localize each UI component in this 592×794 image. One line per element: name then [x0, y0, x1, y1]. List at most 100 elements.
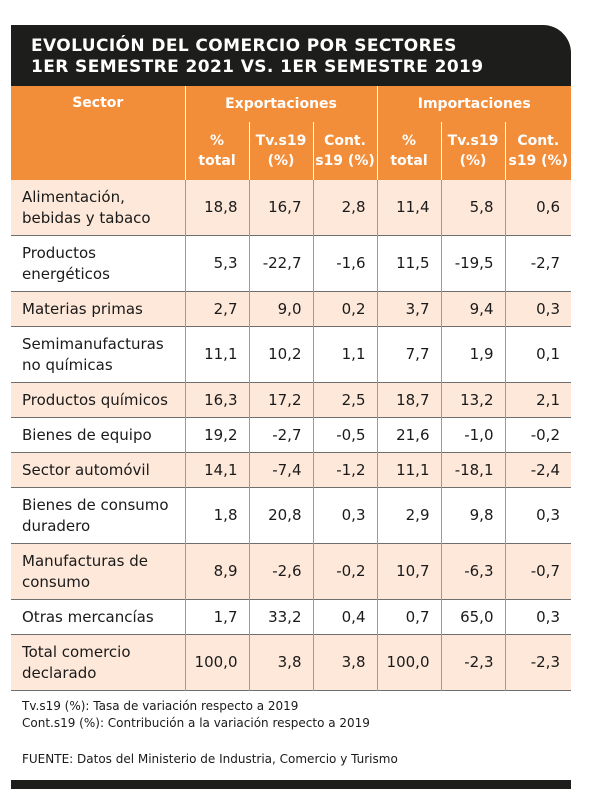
imp-total-cell: 18,7: [376, 382, 441, 418]
imp-tv-cell: -19,5: [440, 235, 505, 292]
exp-cont-cell: -1,2: [312, 452, 377, 488]
imp-cont-cell: 0,3: [504, 487, 571, 544]
imp-tv-cell: 9,8: [440, 487, 505, 544]
imp-cont-cell: -2,4: [504, 452, 571, 488]
exp-cont-cell: -0,2: [312, 543, 377, 600]
sector-cell: Alimentación, bebidas y tabaco: [22, 187, 151, 227]
exp-tv-cell: -7,4: [248, 452, 313, 488]
imp-tv-cell: 13,2: [440, 382, 505, 418]
header-exportaciones: Exportaciones: [184, 86, 377, 122]
sector-cell: Manufacturas de consumo: [22, 551, 148, 591]
header-importaciones: Importaciones: [376, 86, 571, 122]
table-header: Sector Exportaciones Importaciones % tota…: [11, 86, 571, 180]
title-line-1: EVOLUCIÓN DEL COMERCIO POR SECTORES: [31, 36, 457, 56]
exp-cont-cell: 0,2: [312, 291, 377, 327]
exp-total-cell: 5,3: [184, 235, 249, 292]
imp-cont-cell: 2,1: [504, 382, 571, 418]
table-notes: Tv.s19 (%): Tasa de variación respecto a…: [11, 698, 571, 732]
exp-total-cell: 19,2: [184, 417, 249, 453]
exp-tv-cell: 3,8: [248, 634, 313, 691]
table-row: Productos energéticos 5,3 -22,7 -1,6 11,5…: [11, 235, 571, 292]
sector-cell: Otras mercancías: [22, 607, 154, 626]
header-imp-tv: Tv.s19 (%): [440, 122, 505, 180]
table-row: Alimentación, bebidas y tabaco 18,8 16,7 …: [11, 180, 571, 236]
sector-cell: Bienes de consumo duradero: [22, 495, 169, 535]
sector-cell: Bienes de equipo: [22, 425, 152, 444]
exp-total-cell: 100,0: [184, 634, 249, 691]
imp-cont-cell: -0,7: [504, 543, 571, 600]
table-row: Materias primas 2,7 9,0 0,2 3,7 9,4 0,3: [11, 291, 571, 327]
table-row: Manufacturas de consumo 8,9 -2,6 -0,2 10,…: [11, 543, 571, 600]
exp-total-cell: 14,1: [184, 452, 249, 488]
exp-tv-cell: -2,6: [248, 543, 313, 600]
table-row: Bienes de consumo duradero 1,8 20,8 0,3 2…: [11, 487, 571, 544]
exp-tv-cell: 10,2: [248, 326, 313, 383]
exp-tv-cell: 9,0: [248, 291, 313, 327]
source-note: FUENTE: Datos del Ministerio de Industri…: [22, 752, 398, 766]
imp-total-cell: 11,1: [376, 452, 441, 488]
bottom-rule: [11, 780, 571, 789]
exp-cont-cell: 2,8: [312, 180, 377, 236]
exp-cont-cell: -1,6: [312, 235, 377, 292]
exp-total-cell: 1,8: [184, 487, 249, 544]
table-body: Alimentación, bebidas y tabaco 18,8 16,7 …: [11, 180, 571, 691]
table-row: Bienes de equipo 19,2 -2,7 -0,5 21,6 -1,…: [11, 417, 571, 453]
sector-cell: Sector automóvil: [22, 460, 150, 479]
exp-total-cell: 18,8: [184, 180, 249, 236]
exp-tv-cell: 17,2: [248, 382, 313, 418]
exp-cont-cell: 2,5: [312, 382, 377, 418]
sector-cell: Productos químicos: [22, 390, 168, 409]
trade-table: Sector Exportaciones Importaciones % tota…: [11, 86, 571, 691]
sector-cell: Semimanufacturas no químicas: [22, 334, 164, 374]
imp-tv-cell: 1,9: [440, 326, 505, 383]
exp-total-cell: 1,7: [184, 599, 249, 635]
exp-tv-cell: 20,8: [248, 487, 313, 544]
header-imp-pct-total: % total: [376, 122, 441, 180]
imp-cont-cell: 0,6: [504, 180, 571, 236]
imp-tv-cell: -2,3: [440, 634, 505, 691]
header-exp-cont: Cont. s19 (%): [312, 122, 377, 180]
imp-tv-cell: 5,8: [440, 180, 505, 236]
imp-total-cell: 7,7: [376, 326, 441, 383]
exp-tv-cell: 33,2: [248, 599, 313, 635]
table-row: Productos químicos 16,3 17,2 2,5 18,7 13…: [11, 382, 571, 418]
table-row-total: Total comercio declarado 100,0 3,8 3,8 10…: [11, 634, 571, 691]
imp-tv-cell: -6,3: [440, 543, 505, 600]
exp-tv-cell: 16,7: [248, 180, 313, 236]
sector-cell: Productos energéticos: [22, 243, 110, 283]
imp-total-cell: 0,7: [376, 599, 441, 635]
table-row: Sector automóvil 14,1 -7,4 -1,2 11,1 -18…: [11, 452, 571, 488]
sector-cell: Materias primas: [22, 299, 143, 318]
exp-cont-cell: 1,1: [312, 326, 377, 383]
exp-total-cell: 16,3: [184, 382, 249, 418]
imp-cont-cell: 0,3: [504, 599, 571, 635]
note-cont: Cont.s19 (%): Contribución a la variació…: [22, 716, 370, 730]
imp-total-cell: 11,4: [376, 180, 441, 236]
imp-total-cell: 11,5: [376, 235, 441, 292]
imp-tv-cell: 9,4: [440, 291, 505, 327]
imp-total-cell: 10,7: [376, 543, 441, 600]
exp-cont-cell: 3,8: [312, 634, 377, 691]
title-banner: EVOLUCIÓN DEL COMERCIO POR SECTORES 1ER …: [11, 25, 571, 86]
trade-table-figure: EVOLUCIÓN DEL COMERCIO POR SECTORES 1ER …: [11, 25, 571, 768]
header-exp-tv: Tv.s19 (%): [248, 122, 313, 180]
note-tv: Tv.s19 (%): Tasa de variación respecto a…: [22, 699, 299, 713]
exp-tv-cell: -22,7: [248, 235, 313, 292]
imp-total-cell: 21,6: [376, 417, 441, 453]
exp-total-cell: 8,9: [184, 543, 249, 600]
imp-total-cell: 3,7: [376, 291, 441, 327]
table-row: Semimanufacturas no químicas 11,1 10,2 1,…: [11, 326, 571, 383]
title-line-2: 1ER SEMESTRE 2021 VS. 1ER SEMESTRE 2019: [31, 57, 484, 77]
imp-total-cell: 2,9: [376, 487, 441, 544]
imp-tv-cell: -1,0: [440, 417, 505, 453]
exp-tv-cell: -2,7: [248, 417, 313, 453]
table-row: Otras mercancías 1,7 33,2 0,4 0,7 65,0 0…: [11, 599, 571, 635]
header-sector: Sector: [11, 86, 185, 180]
exp-total-cell: 11,1: [184, 326, 249, 383]
imp-tv-cell: 65,0: [440, 599, 505, 635]
imp-cont-cell: 0,3: [504, 291, 571, 327]
header-imp-cont: Cont. s19 (%): [504, 122, 571, 180]
imp-tv-cell: -18,1: [440, 452, 505, 488]
imp-cont-cell: -0,2: [504, 417, 571, 453]
exp-cont-cell: -0,5: [312, 417, 377, 453]
